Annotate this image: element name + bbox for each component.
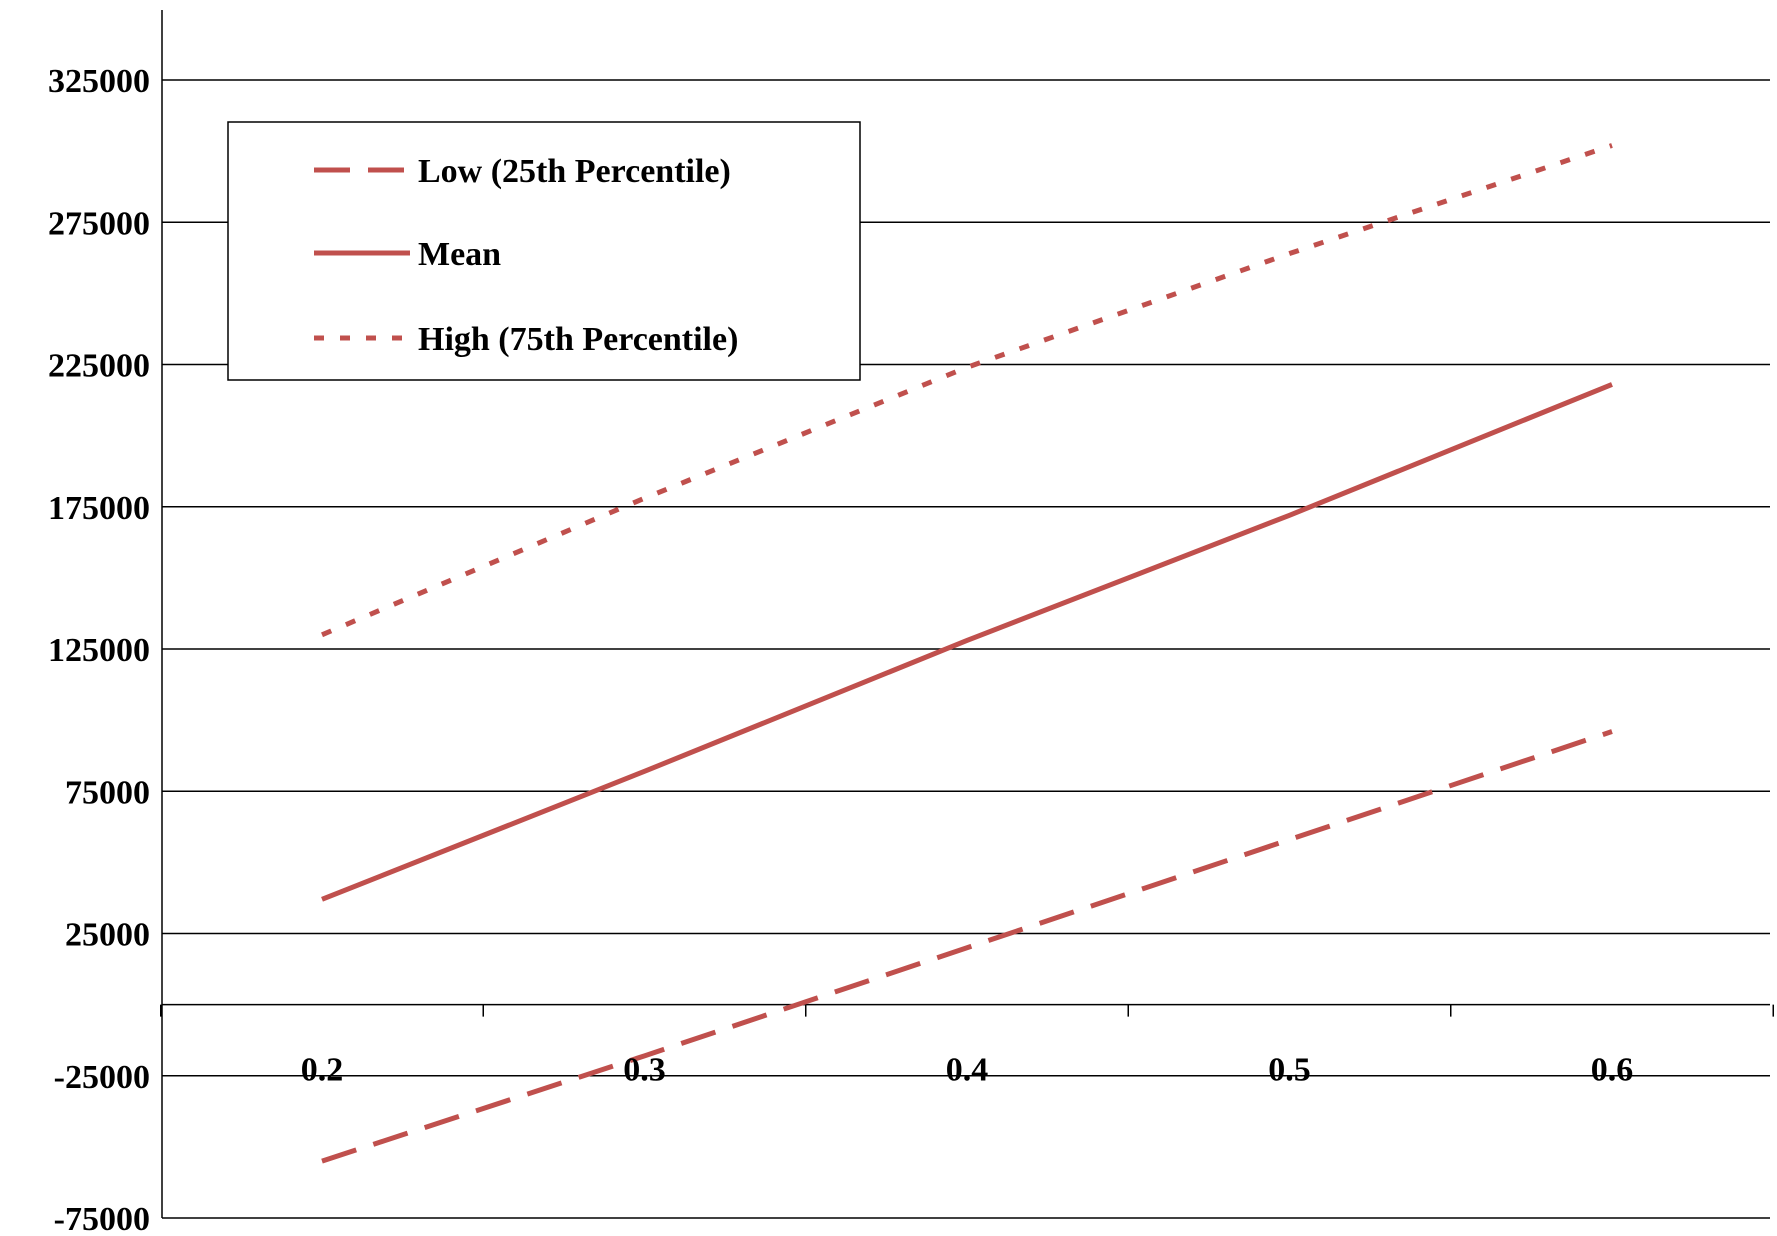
y-tick-labels: -75000 -25000 25000 75000 125000 175000 225000… xyxy=(48,63,150,1236)
x-tick-label: 0.4 xyxy=(946,1052,989,1089)
x-tick-labels: 0.2 0.3 0.4 0.5 0.6 xyxy=(301,1052,1634,1089)
legend-label: Low (25th Percentile) xyxy=(418,153,731,190)
legend: Low (25th Percentile) Mean High (75th Perc… xyxy=(227,121,861,381)
y-tick-label: 125000 xyxy=(48,632,150,669)
series-line-2 xyxy=(321,382,1613,902)
x-tick-label: 0.5 xyxy=(1268,1052,1311,1089)
y-tick-label: -75000 xyxy=(54,1201,150,1231)
series-line-1 xyxy=(321,729,1613,1164)
y-tick-label: 325000 xyxy=(48,63,150,100)
y-tick-label: 225000 xyxy=(48,348,150,385)
legend-label: High (75th Percentile) xyxy=(418,321,738,358)
series-line-3 xyxy=(321,143,1613,638)
y-tick-label: -25000 xyxy=(54,1059,150,1096)
x-tick-label: 0.3 xyxy=(623,1052,666,1089)
x-tick-label: 0.2 xyxy=(301,1052,344,1089)
series-lines xyxy=(321,143,1613,1164)
y-tick-label: 175000 xyxy=(48,490,150,527)
legend-label: Mean xyxy=(418,236,501,273)
x-tick-label: 0.6 xyxy=(1591,1052,1634,1089)
y-tick-label: 275000 xyxy=(48,205,150,242)
y-tick-label: 25000 xyxy=(65,917,150,954)
axes xyxy=(160,10,1774,1218)
y-tick-label: 75000 xyxy=(65,774,150,811)
